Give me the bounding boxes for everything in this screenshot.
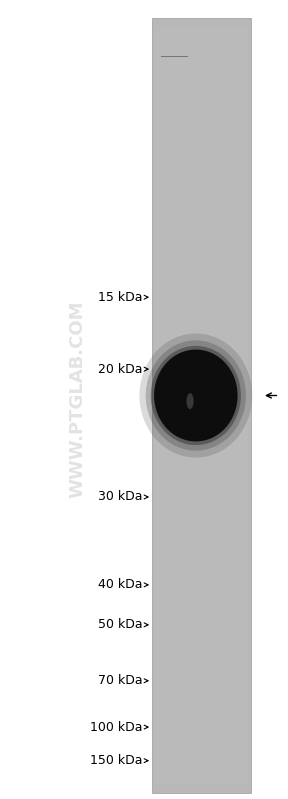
Text: 100 kDa: 100 kDa xyxy=(90,721,143,733)
Bar xyxy=(155,26,248,785)
Ellipse shape xyxy=(151,346,241,445)
Text: 30 kDa: 30 kDa xyxy=(98,491,143,503)
Ellipse shape xyxy=(154,350,238,441)
Ellipse shape xyxy=(155,560,159,566)
Ellipse shape xyxy=(146,340,246,451)
Bar xyxy=(152,18,251,793)
Ellipse shape xyxy=(139,333,252,458)
Text: 150 kDa: 150 kDa xyxy=(90,754,143,767)
Text: WWW.PTGLAB.COM: WWW.PTGLAB.COM xyxy=(69,300,87,499)
Text: 70 kDa: 70 kDa xyxy=(98,674,143,687)
Text: 20 kDa: 20 kDa xyxy=(98,363,143,376)
Ellipse shape xyxy=(187,393,194,409)
Text: 15 kDa: 15 kDa xyxy=(98,291,143,304)
Text: 40 kDa: 40 kDa xyxy=(98,578,143,591)
Text: 50 kDa: 50 kDa xyxy=(98,618,143,631)
